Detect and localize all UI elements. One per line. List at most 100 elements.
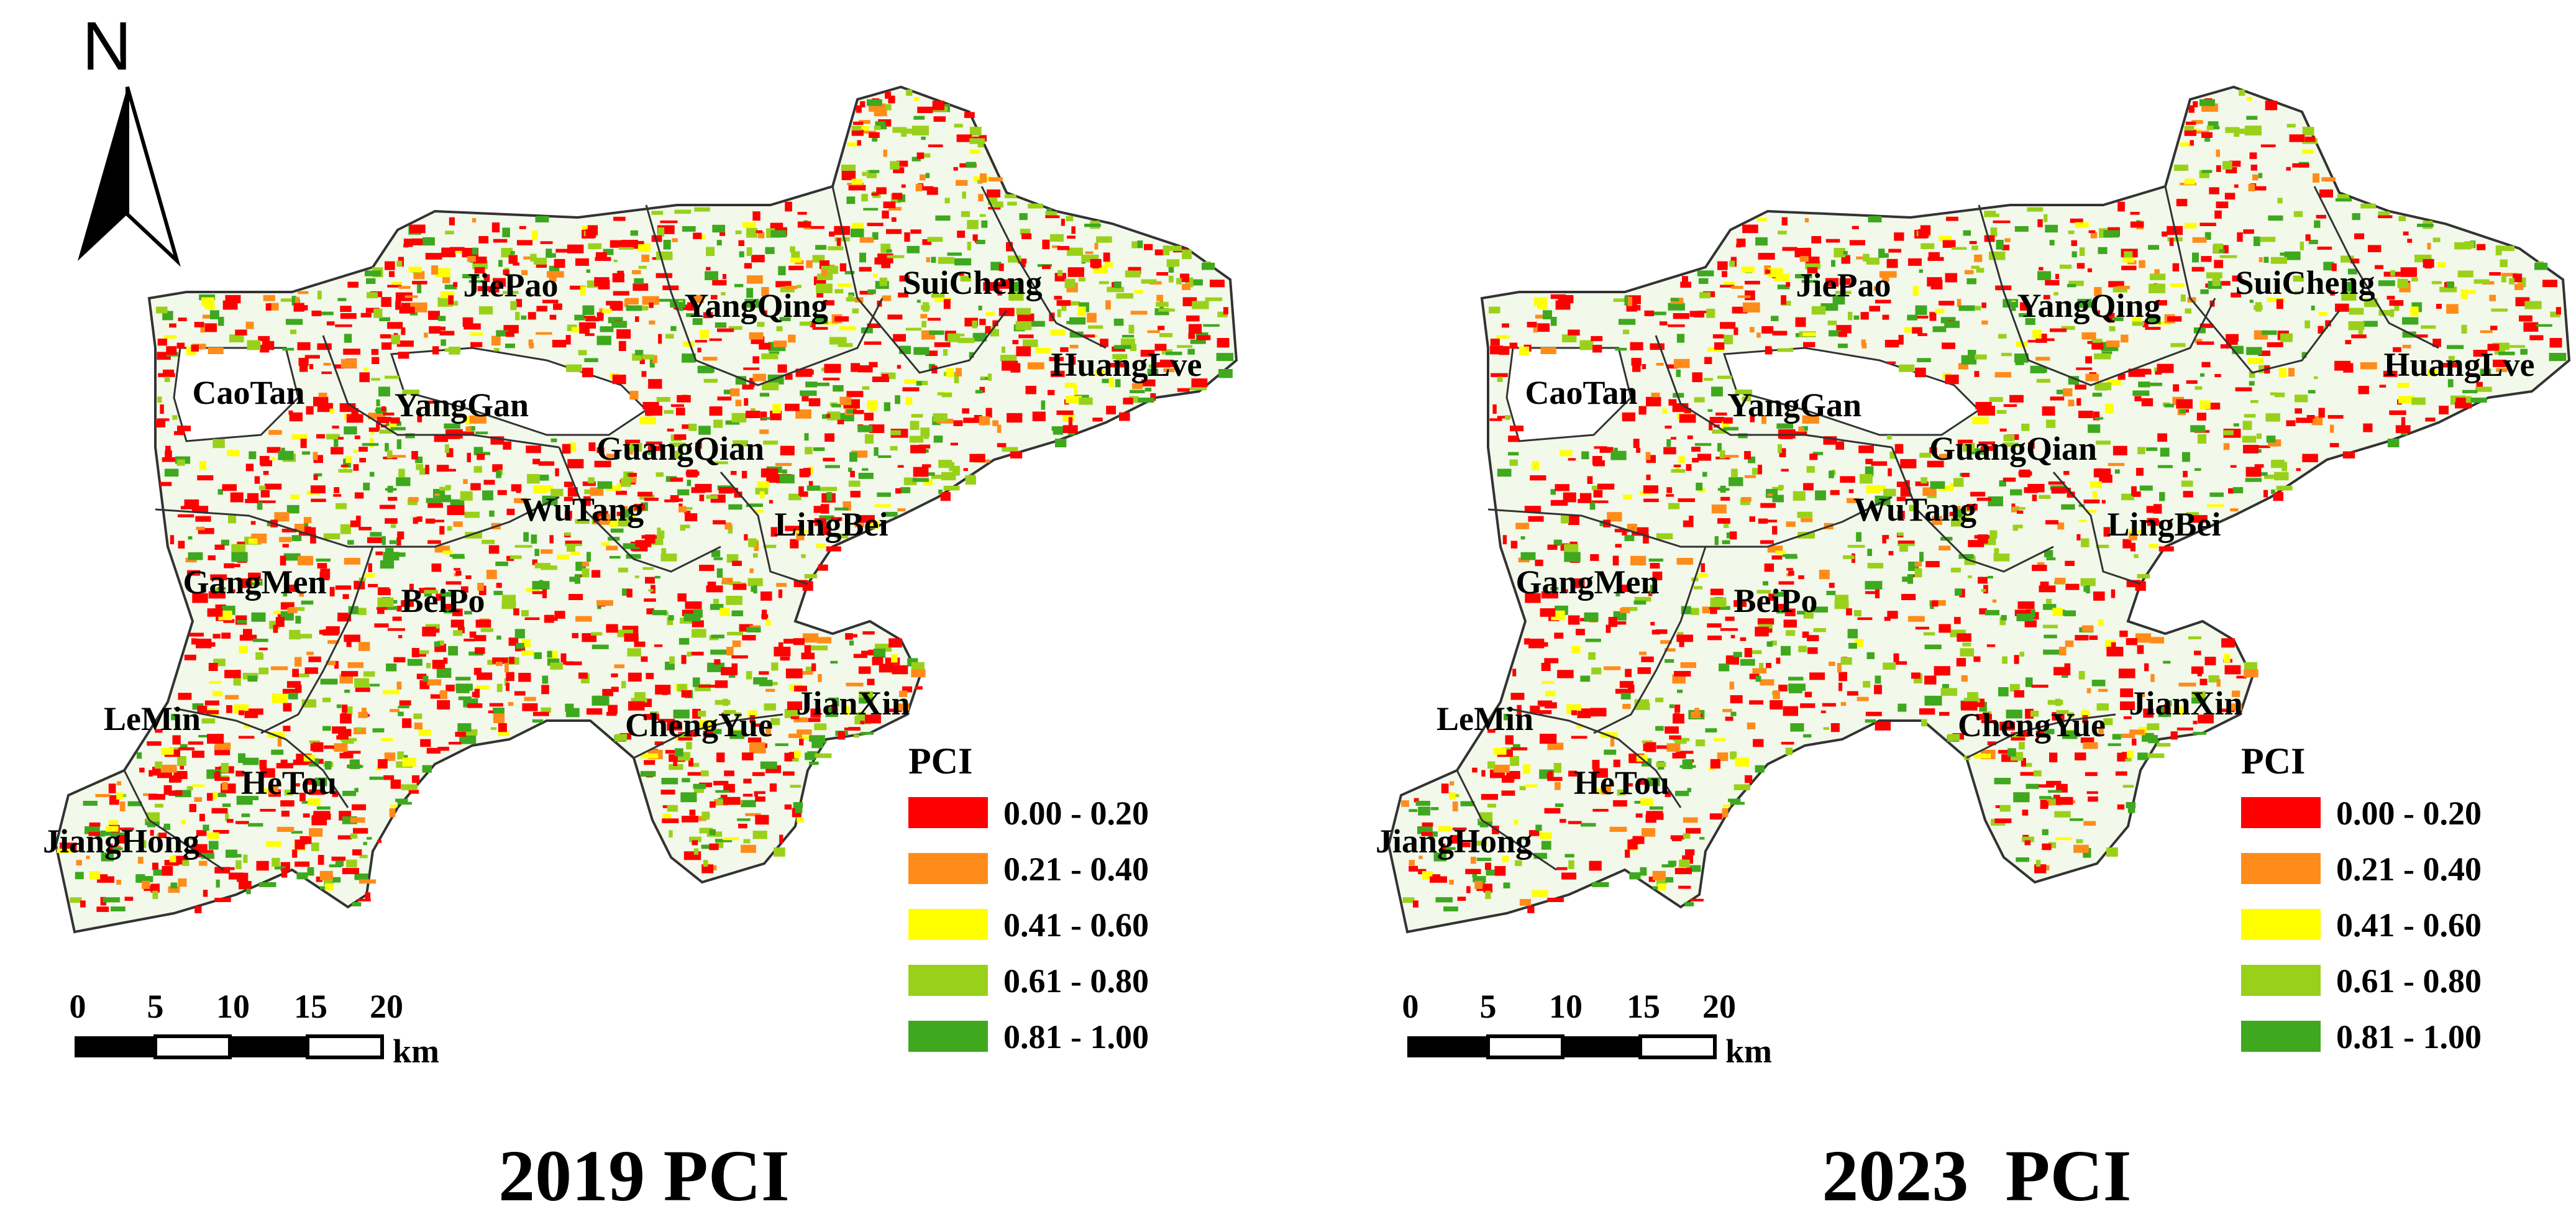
pci-cell xyxy=(1696,739,1706,747)
pci-cell xyxy=(1829,330,1842,337)
pci-cell xyxy=(2214,374,2221,378)
pci-cell xyxy=(1010,281,1020,291)
pci-cell xyxy=(596,312,604,321)
pci-cell xyxy=(377,759,388,769)
pci-cell xyxy=(1627,685,1635,693)
pci-cell xyxy=(2132,491,2141,497)
pci-cell xyxy=(326,434,340,440)
pci-cell xyxy=(892,127,907,133)
pci-cell xyxy=(872,657,884,665)
pci-cell xyxy=(473,257,487,264)
pci-cell xyxy=(990,262,1002,271)
pci-cell xyxy=(221,632,231,639)
pci-cell xyxy=(2142,735,2158,742)
pci-cell xyxy=(646,441,662,445)
pci-cell xyxy=(1899,364,1915,372)
pci-cell xyxy=(2520,349,2528,355)
pci-cell xyxy=(606,301,622,306)
pci-cell xyxy=(2039,585,2056,593)
pci-cell xyxy=(1540,734,1557,744)
pci-cell xyxy=(2076,839,2083,844)
pci-cell xyxy=(247,493,259,502)
pci-cell xyxy=(752,723,760,727)
pci-cell xyxy=(1189,324,1202,334)
pci-cell xyxy=(2267,342,2283,347)
pci-cell xyxy=(2014,226,2029,232)
pci-cell xyxy=(2114,469,2120,474)
pci-cell xyxy=(350,817,365,823)
pci-cell xyxy=(790,716,799,719)
pci-cell xyxy=(391,600,398,604)
pci-cell xyxy=(2176,706,2183,715)
pci-cell xyxy=(1717,443,1722,452)
pci-cell xyxy=(1888,468,1892,477)
pci-cell xyxy=(1479,824,1489,828)
pci-cell xyxy=(987,373,992,381)
pci-cell xyxy=(211,808,228,814)
pci-cell xyxy=(1797,532,1815,539)
pci-cell xyxy=(540,549,553,554)
pci-cell xyxy=(985,312,995,316)
pci-cell xyxy=(591,644,609,649)
pci-cell xyxy=(238,753,245,764)
pci-cell xyxy=(139,767,145,773)
pci-cell xyxy=(439,495,451,503)
pci-cell xyxy=(1795,274,1812,278)
pci-cell xyxy=(2176,399,2193,409)
pci-cell xyxy=(359,879,377,884)
pci-cell xyxy=(910,421,920,431)
pci-cell xyxy=(814,753,832,759)
pci-cell xyxy=(354,492,364,499)
pci-cell xyxy=(2253,236,2260,247)
pci-cell xyxy=(823,457,835,462)
pci-cell xyxy=(1957,633,1971,642)
pci-cell xyxy=(566,364,582,372)
pci-cell xyxy=(657,530,665,539)
pci-cell xyxy=(1630,555,1647,565)
pci-cell xyxy=(355,687,370,692)
pci-cell xyxy=(1853,315,1860,320)
pci-cell xyxy=(628,477,637,483)
town-label: SuiCheng xyxy=(902,264,1042,301)
pci-cell xyxy=(693,783,706,789)
pci-cell xyxy=(359,642,370,651)
pci-cell xyxy=(169,323,176,328)
pci-cell xyxy=(1857,617,1873,620)
pci-cell xyxy=(2086,688,2091,693)
pci-cell xyxy=(1510,426,1524,432)
pci-cell xyxy=(1912,327,1922,334)
pci-cell xyxy=(1604,666,1621,670)
pci-cell xyxy=(324,761,332,770)
pci-cell xyxy=(630,230,638,236)
pci-cell xyxy=(542,299,559,304)
pci-cell xyxy=(802,671,813,675)
pci-cell xyxy=(689,652,704,656)
pci-cell xyxy=(2490,326,2498,331)
pci-cell xyxy=(2252,174,2259,181)
pci-cell xyxy=(2160,447,2170,457)
pci-cell xyxy=(448,468,456,472)
pci-cell xyxy=(519,226,526,229)
pci-cell xyxy=(1515,860,1522,866)
pci-cell xyxy=(1630,342,1643,350)
pci-cell xyxy=(2011,503,2016,507)
pci-cell xyxy=(378,386,390,397)
pci-cell xyxy=(1160,359,1174,367)
pci-cell xyxy=(1156,294,1163,301)
pci-cell xyxy=(168,886,180,893)
pci-cell xyxy=(831,704,838,714)
pci-cell xyxy=(662,691,668,695)
pci-cell xyxy=(422,626,436,637)
pci-cell xyxy=(2205,403,2221,410)
pci-cell xyxy=(221,763,229,773)
pci-cell xyxy=(2264,475,2275,479)
pci-cell xyxy=(2398,216,2406,222)
pci-cell xyxy=(1807,267,1818,274)
pci-cell xyxy=(1481,794,1498,800)
pci-cell xyxy=(882,210,889,219)
pci-cell xyxy=(2268,215,2283,221)
pci-cell xyxy=(670,477,683,482)
pci-cell xyxy=(612,273,624,283)
pci-cell xyxy=(222,300,238,310)
pci-cell xyxy=(850,470,855,478)
